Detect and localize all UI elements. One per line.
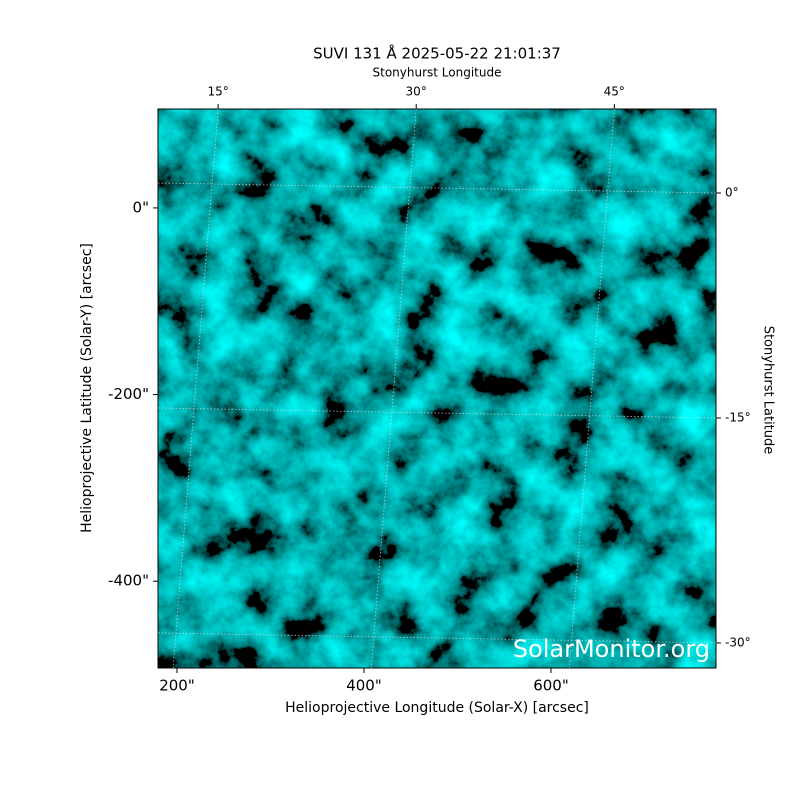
x2-axis-label: Stonyhurst Longitude [373,66,502,80]
grid-line [172,108,219,669]
x2-tick-label: 15° [207,85,228,99]
plot-frame [157,108,717,669]
x2-tick-label: 45° [604,85,625,99]
y2-tick-label: -15° [725,410,751,424]
x2-tick-label: 30° [406,85,427,99]
x-tick-label: 600" [533,677,569,695]
y2-axis-label: Stonyhurst Latitude [761,326,776,455]
x-tick-label: 200" [159,677,195,695]
grid-line [568,108,615,669]
y-axis-label: Helioprojective Latitude (Solar-Y) [arcs… [79,243,95,533]
y-tick-label: -400" [108,572,149,590]
chart-title: SUVI 131 Å 2025-05-22 21:01:37 [313,44,561,63]
solar-image [158,109,716,668]
x-tick-label: 400" [346,677,382,695]
grid-line [370,108,417,669]
y-tick-label: -200" [108,385,149,403]
y-tick-label: 0" [133,198,149,216]
watermark: SolarMonitor.org [513,635,710,663]
x-axis-label: Helioprojective Longitude (Solar-X) [arc… [285,700,589,716]
y2-tick-label: 0° [725,185,739,199]
y2-tick-label: -30° [725,635,751,649]
